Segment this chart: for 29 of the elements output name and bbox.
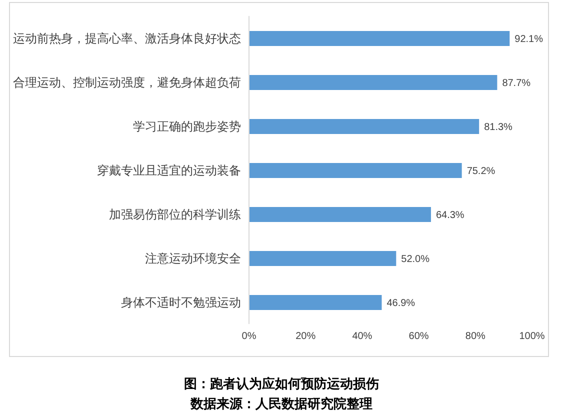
data-label: 81.3% (484, 122, 513, 134)
x-tick-label: 60% (408, 331, 429, 342)
y-tick-label: 注意运动环境安全 (145, 251, 241, 266)
bar (249, 75, 498, 90)
y-tick-label: 加强易伤部位的科学训练 (109, 207, 241, 222)
y-tick-label: 穿戴专业且适宜的运动装备 (97, 163, 241, 178)
y-tick-label: 合理运动、控制运动强度，避免身体超负荷 (13, 75, 241, 90)
bar (249, 207, 431, 222)
x-tick-label: 40% (352, 331, 372, 342)
data-label: 52.0% (401, 254, 430, 266)
data-label: 46.9% (386, 298, 416, 310)
x-tick-label: 0% (242, 331, 256, 342)
x-tick-label: 20% (296, 331, 316, 342)
source-note: 数据来源：人民数据研究院整理 (189, 396, 374, 414)
data-label: 87.7% (502, 78, 531, 90)
y-tick-label: 学习正确的跑步姿势 (133, 119, 241, 134)
data-label: 92.1% (514, 34, 544, 46)
text: 图：跑者认为应如何预防运动损伤 (183, 376, 380, 394)
x-tick-label: 100% (519, 331, 545, 342)
bar (249, 295, 382, 310)
data-label: 64.3% (436, 210, 464, 222)
y-tick-label: 运动前热身，提高心率、激活身体良好状态 (13, 31, 241, 46)
bar (249, 119, 480, 134)
bar (249, 31, 510, 46)
bar (249, 163, 462, 178)
bar (249, 251, 396, 266)
x-tick-label: 80% (465, 331, 486, 342)
y-tick-label: 身体不适时不勉强运动 (121, 295, 241, 310)
data-label: 75.2% (466, 166, 496, 178)
